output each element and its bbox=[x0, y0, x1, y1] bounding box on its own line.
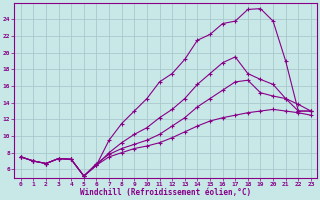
X-axis label: Windchill (Refroidissement éolien,°C): Windchill (Refroidissement éolien,°C) bbox=[80, 188, 252, 197]
